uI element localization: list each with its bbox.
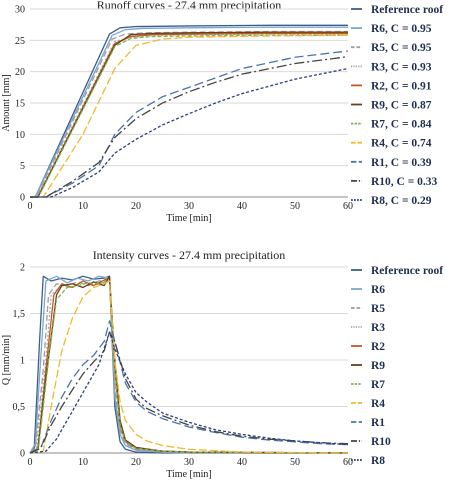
legend-label: R1, C = 0.39 — [371, 157, 432, 169]
x-tick-label: 60 — [343, 201, 353, 212]
legend-label: R4 — [371, 398, 385, 410]
series-line-3 — [29, 280, 348, 454]
x-tick-label: 20 — [131, 457, 141, 468]
y-axis-label: Q [mm/min] — [1, 335, 12, 385]
legend-label: R1 — [371, 417, 385, 429]
x-tick-label: 40 — [237, 457, 247, 468]
legend-label: R5 — [371, 303, 385, 315]
legend-label: R10, C = 0.33 — [371, 176, 438, 188]
series-line-2 — [30, 26, 348, 198]
x-tick-label: 50 — [290, 457, 300, 468]
legend-label: R6 — [371, 284, 385, 296]
y-tick-label: 1,5 — [13, 309, 26, 320]
y-tick-label: 2 — [20, 263, 25, 274]
legend-label: R8, C = 0.29 — [371, 195, 432, 207]
x-tick-label: 20 — [131, 201, 141, 212]
series-line-5 — [30, 32, 348, 198]
y-tick-label: 5 — [20, 161, 25, 172]
legend-label: R2 — [371, 341, 385, 353]
x-tick-label: 40 — [237, 201, 247, 212]
x-tick-label: 10 — [78, 457, 88, 468]
x-tick-label: 10 — [78, 201, 88, 212]
y-tick-label: 0 — [20, 449, 25, 460]
y-tick-label: 1 — [20, 356, 25, 367]
series-line-8 — [29, 280, 349, 454]
y-tick-label: 30 — [15, 5, 25, 16]
y-tick-label: 25 — [15, 36, 25, 47]
chart-2: Intensity curves - 27.4 mm precipitation… — [1, 248, 443, 480]
legend-label: R9 — [371, 360, 385, 372]
series-line-9 — [30, 50, 349, 198]
series-line-11 — [29, 331, 349, 454]
legend: Reference roof R6 R5 R3 R2 R9 R7 R4 R1 R10 R8 — [351, 265, 443, 467]
y-axis-label: Amount [mm] — [1, 74, 12, 132]
legend-label: Reference roof — [371, 4, 443, 16]
x-tick-label: 0 — [28, 201, 33, 212]
chart-title: Intensity curves - 27.4 mm precipitation — [93, 248, 286, 262]
series-line-7 — [30, 34, 348, 198]
legend-label: R3 — [371, 322, 385, 334]
y-tick-label: 0,5 — [13, 402, 26, 413]
legend-label: Reference roof — [371, 265, 443, 277]
series-line-1 — [29, 275, 348, 454]
x-axis-label: Time [min] — [166, 213, 211, 224]
y-tick-label: 15 — [15, 99, 25, 110]
series-line-7 — [29, 280, 349, 454]
legend-label: R5, C = 0.95 — [371, 42, 432, 54]
legend-label: R7, C = 0.84 — [371, 119, 432, 131]
series-line-10 — [29, 331, 349, 454]
legend-label: R9, C = 0.87 — [371, 100, 432, 112]
legend-label: R4, C = 0.74 — [371, 138, 432, 150]
x-tick-label: 60 — [343, 457, 353, 468]
legend: Reference roof R6, C = 0.95 R5, C = 0.95 R3… — [351, 4, 443, 207]
series-line-11 — [30, 67, 349, 198]
x-tick-label: 30 — [184, 201, 194, 212]
series-line-9 — [29, 320, 349, 454]
x-tick-label: 50 — [290, 201, 300, 212]
series-line-4 — [30, 33, 348, 198]
x-tick-label: 0 — [28, 457, 33, 468]
y-tick-label: 10 — [15, 130, 25, 141]
legend-label: R3, C = 0.93 — [371, 61, 432, 73]
chart-1: Runoff curves - 27.4 mm precipitation 0 5 1… — [1, 0, 443, 224]
legend-label: R6, C = 0.95 — [371, 23, 432, 35]
x-axis-label: Time [min] — [166, 469, 211, 480]
y-tick-label: 0 — [20, 193, 25, 204]
series-line-10 — [30, 55, 349, 198]
series-line-8 — [30, 34, 349, 198]
y-tick-label: 20 — [15, 67, 25, 78]
legend-label: R10 — [371, 436, 391, 448]
x-tick-label: 30 — [184, 457, 194, 468]
legend-label: R8 — [371, 455, 385, 467]
chart-title: Runoff curves - 27.4 mm precipitation — [97, 0, 281, 12]
legend-label: R7 — [371, 379, 385, 391]
legend-label: R2, C = 0.91 — [371, 80, 432, 92]
